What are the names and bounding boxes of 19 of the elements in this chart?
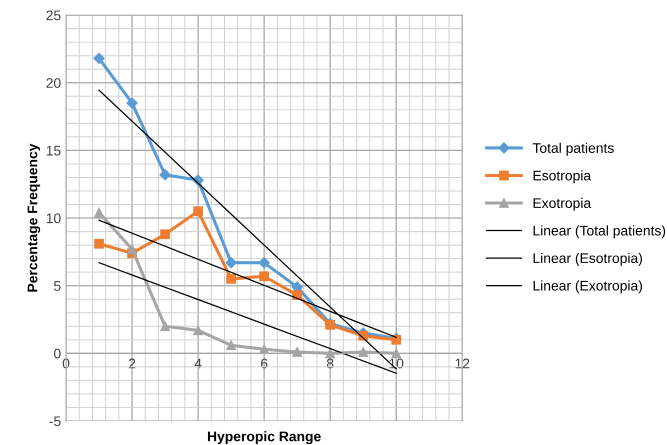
y-tick-label: 10 xyxy=(46,213,61,224)
y-axis-title: Percentage Frequency xyxy=(28,144,40,292)
legend-label: Linear (Esotropia) xyxy=(534,252,642,266)
x-tick-label: 4 xyxy=(194,358,202,368)
legend-label: Esotropia xyxy=(534,170,592,184)
y-tick-label: -5 xyxy=(49,416,61,426)
x-axis-title: Hyperopic Range xyxy=(208,431,321,444)
y-tick-label: 0 xyxy=(54,348,61,358)
legend-label: Total patients xyxy=(532,142,614,156)
x-tick-label: 8 xyxy=(326,358,334,368)
x-tick-label: 12 xyxy=(456,358,470,368)
y-tick-label: 5 xyxy=(54,281,61,291)
y-tick-label: 15 xyxy=(46,146,61,156)
legend-label: Exotropia xyxy=(534,198,592,211)
y-tick-label: 25 xyxy=(46,10,61,20)
y-tick-label: 20 xyxy=(46,78,61,88)
legend-label: Linear (Exotropia) xyxy=(534,280,642,294)
legend-label: Linear (Total patients) xyxy=(534,225,666,238)
x-tick-label: 2 xyxy=(128,358,136,368)
